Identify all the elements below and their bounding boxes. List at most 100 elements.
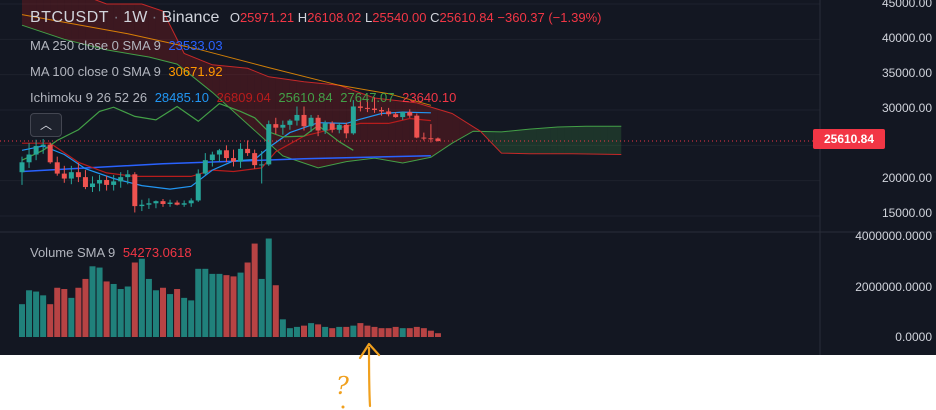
ichimoku-cloud-segment: [36, 0, 44, 33]
candle-body: [223, 150, 229, 159]
candle-body: [364, 107, 370, 109]
ichimoku-cloud-segment: [459, 117, 467, 140]
price-tick: 15000.00: [881, 206, 932, 220]
ichimoku-cloud-segment: [282, 78, 290, 159]
ichimoku-cloud-segment: [78, 0, 86, 45]
ichimoku-lead2-value: 23640.10: [402, 90, 457, 105]
volume-bar: [315, 324, 322, 337]
candle-body: [139, 204, 145, 207]
ichimoku-cloud-segment: [388, 99, 396, 162]
ichimoku-cloud-segment: [177, 39, 185, 70]
ichimoku-cloud-segment: [85, 0, 93, 47]
volume-bar: [244, 262, 251, 337]
ichimoku-cloud-segment: [141, 4, 149, 57]
volume-bar: [202, 268, 209, 337]
candle-body: [125, 174, 131, 178]
volume-legend[interactable]: Volume SMA 9 54273.0618: [30, 245, 192, 260]
volume-bar: [301, 325, 307, 337]
volume-bar: [364, 325, 371, 337]
volume-tick: 4000000.0000: [855, 229, 932, 243]
ichimoku-cloud-segment: [57, 0, 65, 40]
volume-bar: [103, 281, 110, 337]
ichimoku-cloud-segment: [212, 64, 220, 99]
candle-body: [287, 120, 293, 125]
volume-bar: [371, 326, 378, 337]
ichimoku-cloud-segment: [437, 109, 445, 153]
interval-label[interactable]: 1W: [123, 9, 148, 26]
candle-body: [132, 174, 138, 207]
ichimoku-cloud-segment: [184, 53, 192, 76]
volume-bar: [19, 304, 25, 337]
candle-body: [238, 148, 244, 162]
ichimoku-cloud-segment: [564, 126, 572, 154]
ma100-label: MA 100 close 0 SMA 9: [30, 64, 161, 79]
volume-bar: [251, 243, 258, 337]
ma100-value: 30671.92: [168, 64, 223, 79]
candle-body: [400, 112, 406, 118]
high-key: H: [297, 10, 308, 25]
price-tick: 30000.00: [881, 101, 932, 115]
open-value: 25971.21: [239, 10, 295, 25]
candle-body: [40, 144, 46, 147]
ichimoku-cloud-segment: [71, 0, 79, 43]
volume-bar: [33, 291, 40, 337]
ichimoku-cloud-segment: [614, 126, 622, 155]
candle-body: [54, 162, 60, 174]
candle-body: [75, 172, 81, 178]
close-key: C: [430, 10, 440, 25]
candle-body: [301, 114, 307, 127]
candle-body: [19, 162, 25, 173]
ichimoku-legend[interactable]: Ichimoku 9 26 52 26 28485.10 26809.04 25…: [30, 90, 456, 105]
symbol-name[interactable]: BTCUSDT: [30, 9, 110, 26]
volume-bar: [117, 289, 124, 337]
chart-canvas[interactable]: [0, 0, 936, 355]
volume-bar: [350, 325, 357, 337]
ichimoku-cloud-segment: [50, 0, 58, 37]
ichimoku-cloud-segment: [318, 83, 326, 168]
volume-bar: [308, 323, 315, 337]
volume-bar: [378, 328, 385, 337]
ichimoku-cloud-segment: [240, 67, 248, 125]
candle-body: [386, 111, 392, 115]
price-tick: 40000.00: [881, 31, 932, 45]
ichimoku-cloud-segment: [22, 0, 30, 28]
collapse-legend-button[interactable]: ︿: [30, 113, 62, 137]
ichimoku-cloud-segment: [607, 126, 615, 155]
ichimoku-cloud-segment: [501, 131, 509, 154]
question-mark-annotation: ?: [336, 372, 349, 400]
candle-body: [160, 201, 166, 204]
ichimoku-cloud-segment: [339, 85, 347, 164]
ichimoku-cloud-segment: [99, 1, 107, 50]
low-key: L: [365, 10, 373, 25]
ichimoku-cloud-segment: [325, 83, 333, 167]
volume-bar: [286, 328, 293, 337]
low-value: 25540.00: [372, 10, 427, 25]
candle-body: [82, 177, 88, 188]
ichimoku-cloud-segment: [92, 0, 100, 49]
exchange-label: Binance: [161, 9, 220, 26]
volume-bar: [399, 328, 406, 337]
ichimoku-cloud-segment: [346, 87, 354, 162]
candle-body: [393, 114, 399, 118]
volume-bar: [357, 323, 364, 337]
candle-body: [435, 138, 441, 142]
volume-bar: [237, 272, 244, 337]
volume-tick: 2000000.0000: [855, 280, 932, 294]
ichimoku-cloud-segment: [578, 126, 586, 155]
ichimoku-base-line: [22, 117, 431, 177]
ichimoku-cloud-segment: [191, 56, 199, 82]
volume-bar: [420, 328, 427, 337]
volume-bar: [322, 326, 329, 337]
ichimoku-cloud-segment: [423, 105, 431, 159]
volume-tick: 0.0000: [895, 330, 932, 344]
candle-body: [195, 173, 201, 201]
volume-bar: [392, 326, 399, 337]
ichimoku-cloud-segment: [593, 126, 601, 155]
ichimoku-cloud-segment: [64, 0, 72, 42]
volume-bar: [434, 333, 441, 337]
chart-window[interactable]: BTCUSDT · 1W · Binance O25971.21 H26108.…: [0, 0, 936, 355]
ma100-legend[interactable]: MA 100 close 0 SMA 9 30671.92: [30, 64, 223, 79]
volume-bar: [54, 287, 61, 337]
ma250-legend[interactable]: MA 250 close 0 SMA 9 23533.03: [30, 38, 223, 53]
volume-bar: [89, 266, 96, 337]
